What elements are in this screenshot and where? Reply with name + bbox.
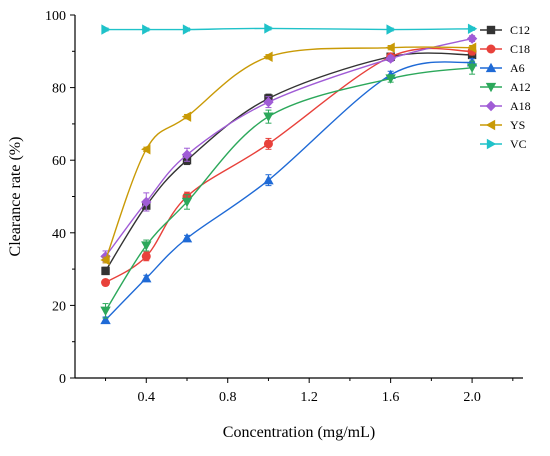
- legend-label: VC: [510, 137, 527, 151]
- legend-item-c18: C18: [480, 42, 530, 56]
- data-point: [263, 96, 274, 108]
- data-point: [141, 144, 151, 155]
- legend-label: YS: [510, 118, 525, 132]
- data-point: [100, 314, 111, 325]
- series-ys: [100, 42, 477, 266]
- legend-item-vc: VC: [480, 137, 527, 151]
- legend-item-a12: A12: [480, 80, 531, 94]
- data-point: [141, 272, 152, 283]
- legend-marker: [486, 138, 497, 150]
- series-vc: [101, 23, 478, 35]
- legend-item-a18: A18: [480, 99, 531, 113]
- series-a12: [100, 60, 478, 319]
- data-point: [181, 197, 193, 208]
- legend-label: A12: [510, 80, 531, 94]
- y-tick-label: 100: [45, 9, 66, 24]
- series-line: [104, 66, 473, 312]
- data-point: [101, 24, 111, 35]
- y-tick-label: 20: [52, 299, 66, 314]
- data-point: [100, 306, 111, 317]
- data-point: [263, 139, 273, 149]
- legend-marker: [485, 82, 497, 93]
- legend-item-ys: YS: [480, 118, 525, 132]
- data-point: [141, 196, 152, 208]
- x-axis-title: Concentration (mg/mL): [223, 424, 375, 441]
- legend-marker: [485, 100, 497, 112]
- legend-marker: [486, 44, 496, 54]
- data-point: [181, 111, 192, 122]
- series-a18: [100, 33, 478, 263]
- legend-item-c12: C12: [480, 23, 530, 37]
- data-point: [466, 42, 477, 53]
- y-tick-label: 80: [52, 82, 66, 97]
- x-tick-label: 2.0: [463, 390, 481, 405]
- y-tick-label: 40: [52, 227, 66, 242]
- series-c18: [101, 46, 477, 288]
- legend: C12 C18 A6 A12 A18 YS VC: [480, 23, 531, 151]
- data-point: [386, 24, 396, 35]
- x-tick-label: 0.4: [138, 390, 156, 405]
- legend-marker: [486, 25, 496, 35]
- legend-label: C18: [510, 42, 530, 56]
- data-point: [182, 24, 193, 35]
- legend-marker: [485, 62, 497, 73]
- data-point: [385, 53, 396, 64]
- legend-label: C12: [510, 23, 530, 37]
- data-point: [263, 51, 273, 62]
- data-point: [264, 23, 274, 34]
- series-line: [105, 47, 473, 284]
- data-point: [141, 251, 151, 261]
- data-point: [385, 74, 396, 84]
- data-point: [466, 33, 478, 44]
- data-point: [467, 23, 478, 34]
- data-point: [142, 24, 152, 35]
- data-point: [466, 63, 478, 73]
- legend-marker: [485, 119, 496, 131]
- plot-area: 0 20 40 60 80 100 0.4 0.8 1.2 1.6 2.0: [45, 9, 523, 405]
- x-tick-label: 1.6: [382, 390, 400, 405]
- x-tick-label: 1.2: [300, 390, 318, 405]
- legend-label: A6: [510, 61, 525, 75]
- series-line: [105, 61, 473, 321]
- data-point: [101, 278, 111, 288]
- series-line: [104, 37, 473, 257]
- x-tick-label: 0.8: [219, 390, 237, 405]
- y-tick-label: 0: [59, 372, 66, 387]
- legend-item-a6: A6: [480, 61, 525, 75]
- legend-label: A18: [510, 99, 531, 113]
- data-point: [100, 254, 110, 266]
- data-point: [385, 42, 395, 53]
- data-point: [263, 112, 274, 122]
- data-point: [181, 149, 193, 160]
- series-line: [104, 46, 473, 261]
- y-axis-title: Clearance rate (%): [7, 137, 24, 257]
- data-point: [141, 241, 152, 251]
- series-line: [105, 27, 473, 31]
- data-point: [101, 266, 110, 276]
- y-tick-label: 60: [52, 154, 66, 169]
- data-point: [263, 174, 274, 185]
- data-point: [181, 233, 193, 243]
